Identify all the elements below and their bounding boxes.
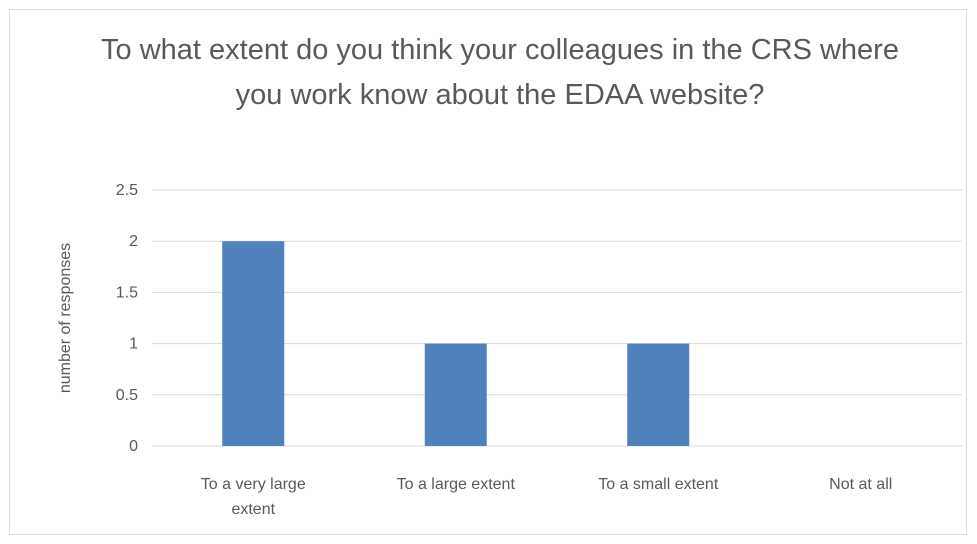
bar: [627, 343, 690, 446]
y-tick-label: 2: [129, 233, 138, 250]
y-tick-label: 1: [129, 336, 138, 353]
bar: [424, 343, 487, 446]
y-tick-label: 0: [129, 438, 138, 455]
chart-title: To what extent do you think your colleag…: [101, 34, 899, 111]
gridlines: [152, 189, 962, 447]
bar: [222, 241, 285, 446]
category-label: To a large extent: [397, 476, 516, 493]
category-label: To a small extent: [598, 476, 719, 493]
y-tick-labels: 0 0.5 1 1.5 2 2.5: [116, 182, 138, 455]
y-axis-title: number of responses: [57, 243, 74, 393]
chart-frame: [9, 9, 967, 535]
category-labels: To a very large extent To a large extent To…: [201, 476, 893, 518]
y-tick-label: 1.5: [116, 284, 138, 301]
y-tick-label: 0.5: [116, 387, 138, 404]
y-tick-label: 2.5: [116, 182, 138, 199]
category-label: Not at all: [829, 476, 892, 493]
category-label: To a very large extent: [201, 476, 306, 518]
bars: [222, 241, 690, 446]
